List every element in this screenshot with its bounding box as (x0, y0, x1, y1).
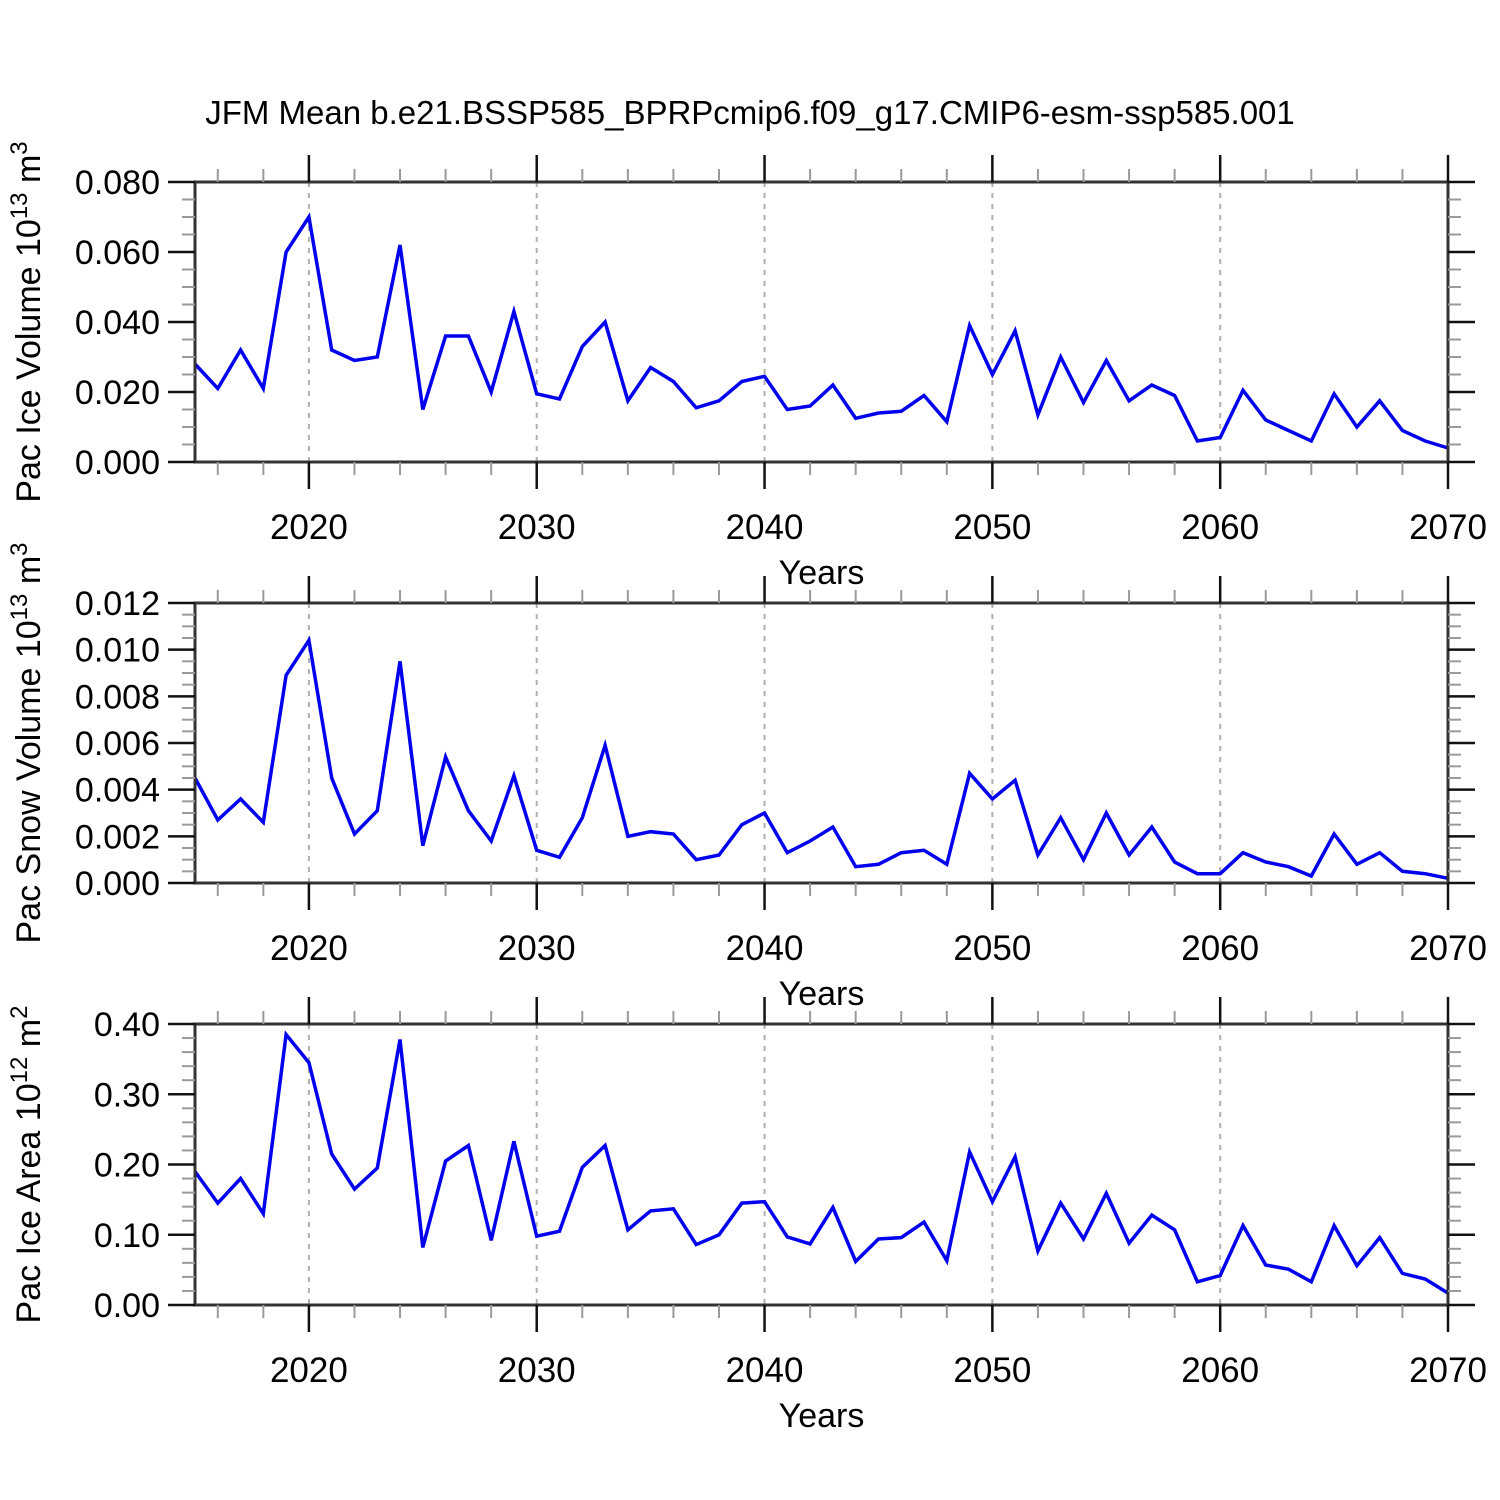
x-tick-label: 2050 (953, 1351, 1031, 1390)
y-tick-label: 0.002 (75, 818, 160, 856)
x-tick-label: 2030 (498, 1351, 576, 1390)
y-tick-label: 0.008 (75, 678, 160, 716)
x-tick-label: 2020 (270, 929, 348, 968)
plot-box (193, 601, 1450, 885)
y-tick-label: 0.012 (75, 585, 160, 623)
x-tick-label: 2020 (270, 1351, 348, 1390)
y-axis-title: Pac Ice Volume 1013 m3 (6, 141, 48, 502)
x-tick-label: 2040 (726, 929, 804, 968)
data-line (193, 212, 1449, 450)
x-tick-label: 2070 (1409, 929, 1487, 968)
y-tick-label: 0.004 (75, 772, 160, 810)
y-tick-label: 0.20 (94, 1147, 160, 1185)
y-axis-title: Pac Ice Area 1012 m2 (6, 1006, 48, 1324)
x-tick-label: 2070 (1409, 508, 1487, 547)
x-tick-label: 2070 (1409, 1351, 1487, 1390)
panel-pac-ice-volume: 2020 2030 2040 2050 2060 2070 0.000 0.020 0.040 0… (6, 141, 1487, 592)
x-tick-label: 2040 (726, 508, 804, 547)
x-axis-title: Years (779, 554, 865, 592)
x-tick-label: 2040 (726, 1351, 804, 1390)
x-tick-label: 2060 (1181, 929, 1259, 968)
x-tick-label: 2060 (1181, 1351, 1259, 1390)
plot-box (193, 1022, 1450, 1307)
y-tick-label: 0.30 (94, 1076, 160, 1114)
x-tick-label: 2050 (953, 929, 1031, 968)
data-line (193, 635, 1449, 881)
panel-pac-ice-area: 2020 2030 2040 2050 2060 2070 0.00 0.10 0.20 0.30… (6, 997, 1487, 1435)
y-tick-label: 0.000 (75, 865, 160, 903)
x-tick-label: 2050 (953, 508, 1031, 547)
y-tick-label: 0.000 (75, 444, 160, 482)
x-tick-label: 2030 (498, 508, 576, 547)
y-tick-label: 0.10 (94, 1217, 160, 1255)
x-axis-title: Years (779, 975, 865, 1013)
y-tick-label: 0.40 (94, 1006, 160, 1044)
x-axis-title: Years (779, 1397, 865, 1435)
y-tick-label: 0.010 (75, 632, 160, 670)
y-tick-label: 0.040 (75, 304, 160, 342)
chart-title: JFM Mean b.e21.BSSP585_BPRPcmip6.f09_g17… (205, 94, 1295, 131)
y-tick-label: 0.060 (75, 234, 160, 272)
x-tick-label: 2030 (498, 929, 576, 968)
x-tick-label: 2060 (1181, 508, 1259, 547)
y-tick-label: 0.080 (75, 164, 160, 202)
y-tick-label: 0.00 (94, 1287, 160, 1325)
y-axis-title: Pac Snow Volume 1013 m3 (6, 542, 48, 943)
y-tick-label: 0.020 (75, 374, 160, 412)
x-tick-label: 2020 (270, 508, 348, 547)
panel-pac-snow-volume: 2020 2030 2040 2050 2060 2070 0.000 0.002 0.004 0… (6, 542, 1487, 1013)
y-tick-label: 0.006 (75, 725, 160, 763)
data-line (193, 1030, 1449, 1295)
